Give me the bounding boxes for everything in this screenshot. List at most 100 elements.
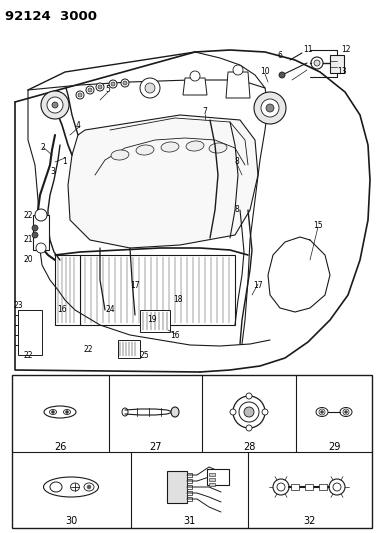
Circle shape — [279, 72, 285, 78]
Circle shape — [314, 60, 320, 66]
Text: 12: 12 — [341, 45, 351, 54]
Text: 5: 5 — [106, 85, 110, 94]
Circle shape — [96, 83, 104, 91]
Circle shape — [123, 81, 127, 85]
Circle shape — [109, 80, 117, 88]
Circle shape — [266, 104, 274, 112]
Circle shape — [311, 57, 323, 69]
Polygon shape — [226, 72, 250, 98]
Text: 19: 19 — [147, 316, 157, 325]
Circle shape — [261, 99, 279, 117]
Bar — [187, 485, 192, 489]
Ellipse shape — [186, 141, 204, 151]
Bar — [140, 310, 170, 332]
Circle shape — [320, 410, 323, 414]
Ellipse shape — [171, 407, 179, 417]
Text: 11: 11 — [303, 45, 313, 54]
Bar — [55, 255, 80, 325]
Circle shape — [254, 92, 286, 124]
Bar — [209, 473, 215, 476]
Text: 92124  3000: 92124 3000 — [5, 10, 97, 23]
Text: 28: 28 — [243, 442, 255, 452]
Circle shape — [121, 79, 129, 87]
Circle shape — [230, 409, 236, 415]
Bar — [209, 483, 215, 486]
Bar — [118, 340, 140, 358]
Text: 16: 16 — [170, 330, 180, 340]
Text: 27: 27 — [149, 442, 161, 452]
Text: 29: 29 — [328, 442, 340, 452]
Ellipse shape — [209, 143, 227, 153]
Circle shape — [51, 410, 54, 414]
Circle shape — [233, 65, 243, 75]
Text: 13: 13 — [337, 68, 347, 77]
Circle shape — [329, 479, 345, 495]
Circle shape — [78, 93, 82, 97]
Polygon shape — [68, 115, 258, 248]
Text: 25: 25 — [139, 351, 149, 359]
Text: 2: 2 — [41, 143, 45, 152]
Text: 20: 20 — [23, 255, 33, 264]
Text: 32: 32 — [303, 516, 315, 526]
Text: 31: 31 — [183, 516, 195, 526]
Bar — [187, 497, 192, 501]
Text: 15: 15 — [313, 221, 323, 230]
Bar — [187, 479, 192, 483]
Bar — [207, 469, 229, 485]
Text: 8: 8 — [235, 157, 239, 166]
Text: 17: 17 — [130, 280, 140, 289]
Ellipse shape — [111, 150, 129, 160]
Bar — [167, 471, 187, 503]
Circle shape — [244, 407, 254, 417]
Text: 1: 1 — [62, 157, 67, 166]
Text: 18: 18 — [173, 295, 183, 304]
Bar — [209, 478, 215, 481]
Circle shape — [262, 409, 268, 415]
Text: 17: 17 — [253, 280, 263, 289]
Circle shape — [140, 78, 160, 98]
Circle shape — [246, 425, 252, 431]
Text: 24: 24 — [105, 305, 115, 314]
Circle shape — [32, 225, 38, 231]
Ellipse shape — [161, 142, 179, 152]
Bar — [319, 484, 327, 490]
Text: 4: 4 — [75, 120, 80, 130]
Circle shape — [76, 91, 84, 99]
Bar — [187, 473, 192, 477]
Bar — [187, 491, 192, 495]
Text: 23: 23 — [13, 301, 23, 310]
Bar — [330, 55, 344, 73]
Text: 21: 21 — [23, 236, 33, 245]
Polygon shape — [18, 310, 42, 355]
Circle shape — [88, 88, 92, 92]
Circle shape — [86, 86, 94, 94]
Circle shape — [145, 83, 155, 93]
Text: 6: 6 — [278, 51, 282, 60]
Circle shape — [52, 102, 58, 108]
Text: 22: 22 — [83, 345, 93, 354]
Text: 22: 22 — [23, 211, 33, 220]
Text: 3: 3 — [51, 167, 56, 176]
Text: 26: 26 — [54, 442, 66, 452]
Bar — [33, 215, 49, 250]
Circle shape — [36, 243, 46, 253]
Text: 8: 8 — [235, 206, 239, 214]
Text: 16: 16 — [57, 305, 67, 314]
Text: 22: 22 — [23, 351, 33, 359]
Circle shape — [111, 82, 115, 86]
Bar — [80, 255, 235, 325]
Circle shape — [47, 97, 63, 113]
Circle shape — [41, 91, 69, 119]
Circle shape — [344, 410, 347, 414]
Circle shape — [87, 485, 91, 489]
Polygon shape — [183, 78, 207, 95]
Circle shape — [246, 393, 252, 399]
Circle shape — [35, 209, 47, 221]
Bar — [291, 484, 299, 490]
Text: 30: 30 — [65, 516, 77, 526]
Text: 7: 7 — [203, 108, 207, 117]
Bar — [305, 484, 313, 490]
Circle shape — [190, 71, 200, 81]
Circle shape — [98, 85, 102, 89]
Ellipse shape — [136, 145, 154, 155]
